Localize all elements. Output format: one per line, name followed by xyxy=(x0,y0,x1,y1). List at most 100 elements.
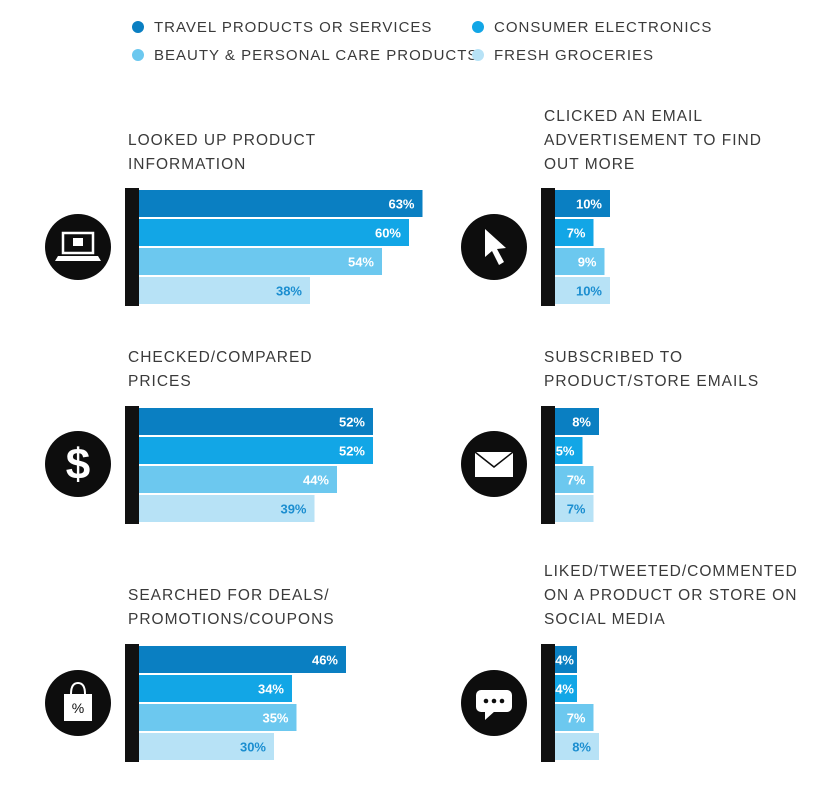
panel-title-line: ON A PRODUCT OR STORE ON xyxy=(544,587,797,604)
icon-circle xyxy=(45,214,111,280)
dollar-icon: $ xyxy=(45,431,111,497)
bar xyxy=(139,495,315,522)
panel-title-line: PRODUCT/STORE EMAILS xyxy=(544,373,759,390)
bar xyxy=(555,704,594,731)
bubble-dot xyxy=(491,698,497,704)
bar-value-label: 52% xyxy=(339,415,365,430)
panel-title-line: OUT MORE xyxy=(544,156,635,173)
legend-label-travel: TRAVEL PRODUCTS OR SERVICES xyxy=(154,18,433,36)
bar-value-label: 38% xyxy=(276,284,302,299)
panel-title-line: PROMOTIONS/COUPONS xyxy=(128,611,335,628)
cursor-arrow xyxy=(485,229,506,265)
chart-panel: LOOKED UP PRODUCT INFORMATION 63% 60%54% 38% xyxy=(45,132,423,306)
bar-value-label: 7% xyxy=(567,473,586,488)
bar-value-label: 10% xyxy=(576,284,602,299)
bar xyxy=(139,408,373,435)
bar-value-label: 52% xyxy=(339,444,365,459)
bubble-tail xyxy=(485,711,495,720)
panel-title-line: CLICKED AN EMAIL xyxy=(544,108,703,125)
panel-title-line: LIKED/TWEETED/COMMENTED xyxy=(544,563,798,580)
bar-value-label: 4% xyxy=(555,682,574,697)
axis-bar xyxy=(541,644,555,762)
bar-value-label: 35% xyxy=(262,711,288,726)
bar xyxy=(555,437,583,464)
bar xyxy=(555,646,577,673)
laptop-screen xyxy=(61,231,95,255)
legend-swatch-electronics xyxy=(472,21,484,33)
chat-bubble-icon xyxy=(461,670,527,736)
bar-value-label: 7% xyxy=(567,502,586,517)
bar-value-label: 63% xyxy=(388,197,414,212)
bar-value-label: 7% xyxy=(567,226,586,241)
bar xyxy=(555,219,594,246)
bar xyxy=(139,437,373,464)
legend-label-groceries: FRESH GROCERIES xyxy=(494,46,655,64)
bar-value-label: 54% xyxy=(348,255,374,270)
bubble-dot xyxy=(499,698,505,704)
bubble-dot xyxy=(483,698,489,704)
bar xyxy=(139,733,274,760)
envelope-icon xyxy=(461,431,527,497)
bar-value-label: 46% xyxy=(312,653,338,668)
panel-title-line: ADVERTISEMENT TO FIND xyxy=(544,132,762,149)
panel-title-line: PRICES xyxy=(128,373,192,390)
axis-bar xyxy=(125,406,139,524)
legend-item-groceries: FRESH GROCERIES xyxy=(472,44,654,66)
legend-label-electronics: CONSUMER ELECTRONICS xyxy=(494,18,713,36)
bar-value-label: 4% xyxy=(555,653,574,668)
chart-panel: CLICKED AN EMAIL ADVERTISEMENT TO FIND OUT… xyxy=(461,108,762,306)
panel-title-line: CHECKED/COMPARED xyxy=(128,349,313,366)
panel-title-line: SEARCHED FOR DEALS/ xyxy=(128,587,330,604)
dollar-sign: $ xyxy=(66,440,90,489)
legend-swatch-beauty xyxy=(132,49,144,61)
bar xyxy=(555,248,605,275)
chart-panel: SEARCHED FOR DEALS/PROMOTIONS/COUPONS 46%… xyxy=(45,587,346,762)
bar-value-label: 39% xyxy=(280,502,306,517)
bar-value-label: 5% xyxy=(556,444,575,459)
bag-body xyxy=(64,694,92,721)
bar xyxy=(139,646,346,673)
bar xyxy=(555,733,599,760)
icon-circle xyxy=(45,431,111,497)
axis-bar xyxy=(541,188,555,306)
chart-panel: SUBSCRIBED TO PRODUCT/STORE EMAILS 8% 5% 7% 7… xyxy=(461,349,759,524)
bar xyxy=(555,408,599,435)
bar-value-label: 8% xyxy=(572,740,591,755)
bar xyxy=(555,675,577,702)
legend-swatch-travel xyxy=(132,21,144,33)
axis-bar xyxy=(125,644,139,762)
legend-swatch-groceries xyxy=(472,49,484,61)
bar-value-label: 44% xyxy=(303,473,329,488)
cursor-icon xyxy=(461,214,527,280)
chart-panel: CHECKED/COMPARED PRICES 52% 52% 44% 39% $ xyxy=(45,349,373,524)
bar-value-label: 30% xyxy=(240,740,266,755)
panel-title-line: INFORMATION xyxy=(128,156,246,173)
legend: TRAVEL PRODUCTS OR SERVICES CONSUMER ELE… xyxy=(132,14,772,70)
legend-item-travel: TRAVEL PRODUCTS OR SERVICES xyxy=(132,16,432,38)
panel-title-line: SOCIAL MEDIA xyxy=(544,611,666,628)
bar xyxy=(139,219,409,246)
shopping-bag-icon: % xyxy=(45,670,111,736)
laptop-screen-content xyxy=(73,238,83,246)
bar xyxy=(139,248,382,275)
percent-symbol: % xyxy=(72,700,84,716)
bar-value-label: 8% xyxy=(572,415,591,430)
envelope-flap xyxy=(474,451,514,468)
legend-item-beauty: BEAUTY & PERSONAL CARE PRODUCTS xyxy=(132,44,478,66)
bar xyxy=(139,704,297,731)
laptop-icon xyxy=(45,214,111,280)
bag-handle xyxy=(70,681,86,695)
bar xyxy=(139,277,310,304)
bar-value-label: 9% xyxy=(578,255,597,270)
legend-item-electronics: CONSUMER ELECTRONICS xyxy=(472,16,712,38)
legend-label-beauty: BEAUTY & PERSONAL CARE PRODUCTS xyxy=(154,46,479,64)
axis-bar xyxy=(541,406,555,524)
bar xyxy=(555,495,594,522)
bar xyxy=(139,190,423,217)
bar xyxy=(555,466,594,493)
panel-title-line: SUBSCRIBED TO xyxy=(544,349,683,366)
bar xyxy=(555,277,610,304)
axis-bar xyxy=(125,188,139,306)
laptop-base xyxy=(55,256,101,261)
